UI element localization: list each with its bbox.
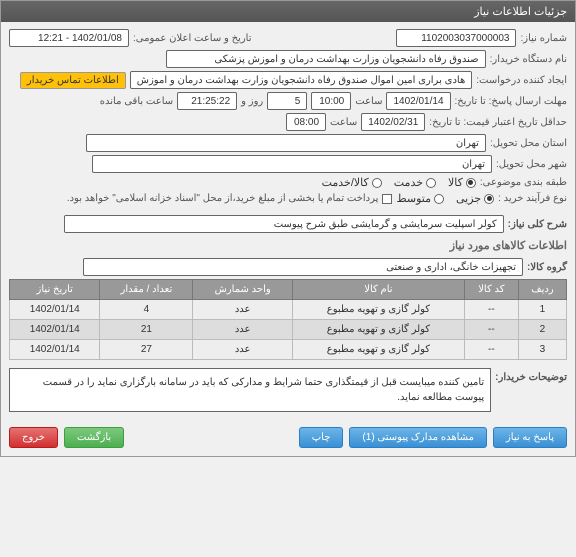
subject-radio-group: کالا خدمت کالا/خدمت (322, 176, 476, 189)
validity-time-field: 08:00 (286, 113, 326, 131)
radio-dot-icon (426, 178, 436, 188)
main-desc-field: کولر اسپلیت سرمایشی و گرمایشی طبق شرح پی… (64, 215, 504, 233)
announce-date-field: 1402/01/08 - 12:21 (9, 29, 129, 47)
th-row: ردیف (518, 280, 566, 300)
response-time-field: 10:00 (311, 92, 351, 110)
request-creator-field: هادی براری امین اموال صندوق رفاه دانشجوی… (130, 71, 472, 89)
response-date-field: 1402/01/14 (386, 92, 450, 110)
radio-both-label: کالا/خدمت (322, 176, 369, 189)
request-number-label: شماره نیاز: (520, 33, 567, 44)
radio-dot-icon (372, 178, 382, 188)
radio-minor[interactable]: جزیی (456, 192, 494, 205)
radio-service-label: خدمت (394, 176, 423, 189)
table-header-row: ردیف کد کالا نام کالا واحد شمارش تعداد /… (10, 280, 567, 300)
items-table: ردیف کد کالا نام کالا واحد شمارش تعداد /… (9, 279, 567, 360)
time-label-2: ساعت (330, 117, 357, 128)
radio-dot-icon (434, 194, 444, 204)
table-row: 2 -- کولر گازی و تهویه مطبوع عدد 21 1402… (10, 320, 567, 340)
main-desc-label: شرح کلی نیاز: (508, 219, 567, 230)
announce-date-label: تاریخ و ساعت اعلان عمومی: (133, 33, 252, 44)
purchase-type-label: نوع فرآیند خرید : (498, 193, 567, 204)
table-row: 1 -- کولر گازی و تهویه مطبوع عدد 4 1402/… (10, 300, 567, 320)
subject-category-label: طبقه بندی موضوعی: (480, 177, 567, 188)
buyer-org-label: نام دستگاه خریدار: (490, 54, 567, 65)
th-name: نام کالا (292, 280, 464, 300)
buyer-org-field: صندوق رفاه دانشجویان وزارت بهداشت درمان … (166, 50, 486, 68)
attachments-button[interactable]: مشاهده مدارک پیوستی (1) (349, 427, 487, 448)
validity-date-field: 1402/02/31 (361, 113, 425, 131)
th-qty: تعداد / مقدار (100, 280, 193, 300)
th-code: کد کالا (464, 280, 518, 300)
purchase-radio-group: جزیی متوسط (396, 192, 494, 205)
buyer-note-label: توضیحات خریدار: (495, 368, 567, 383)
delivery-city-label: شهر محل تحویل: (496, 159, 567, 170)
delivery-city-field: تهران (92, 155, 492, 173)
goods-group-label: گروه کالا: (527, 262, 567, 273)
goods-group-field: تجهیزات خانگی، اداری و صنعتی (83, 258, 523, 276)
response-deadline-label: مهلت ارسال پاسخ: تا تاریخ: (455, 96, 567, 107)
remaining-label: ساعت باقی مانده (100, 96, 173, 107)
payment-note: پرداخت تمام یا بخشی از مبلغ خرید،از محل … (67, 193, 379, 204)
panel-header: جزئیات اطلاعات نیاز (1, 1, 575, 22)
payment-checkbox[interactable] (382, 194, 392, 204)
radio-goods-label: کالا (448, 176, 463, 189)
delivery-province-label: استان محل تحویل: (490, 138, 567, 149)
radio-goods[interactable]: کالا (448, 176, 476, 189)
countdown-field: 21:25:22 (177, 92, 237, 110)
radio-dot-icon (466, 178, 476, 188)
table-row: 3 -- کولر گازی و تهویه مطبوع عدد 27 1402… (10, 340, 567, 360)
back-button[interactable]: بازگشت (64, 427, 124, 448)
delivery-province-field: تهران (86, 134, 486, 152)
th-unit: واحد شمارش (193, 280, 293, 300)
radio-medium-label: متوسط (396, 192, 431, 205)
th-date: تاریخ نیاز (10, 280, 100, 300)
print-button[interactable]: چاپ (299, 427, 344, 448)
radio-medium[interactable]: متوسط (396, 192, 444, 205)
validity-label: حداقل تاریخ اعتبار قیمت: تا تاریخ: (429, 117, 567, 128)
request-creator-label: ایجاد کننده درخواست: (476, 75, 567, 86)
items-subheader: اطلاعات کالاهای مورد نیاز (9, 236, 567, 255)
radio-both[interactable]: کالا/خدمت (322, 176, 382, 189)
contact-badge[interactable]: اطلاعات تماس خریدار (20, 72, 126, 89)
header-title: جزئیات اطلاعات نیاز (474, 6, 567, 18)
radio-minor-label: جزیی (456, 192, 481, 205)
radio-service[interactable]: خدمت (394, 176, 436, 189)
day-label: روز و (241, 96, 263, 107)
time-label-1: ساعت (355, 96, 382, 107)
exit-button[interactable]: خروج (9, 427, 58, 448)
buyer-note-field: تامین کننده میبایست قبل از قیمتگذاری حتم… (9, 368, 491, 412)
request-number-field: 1102003037000003 (396, 29, 516, 47)
radio-dot-icon (484, 194, 494, 204)
respond-button[interactable]: پاسخ به نیاز (493, 427, 567, 448)
duration-field: 5 (267, 92, 307, 110)
